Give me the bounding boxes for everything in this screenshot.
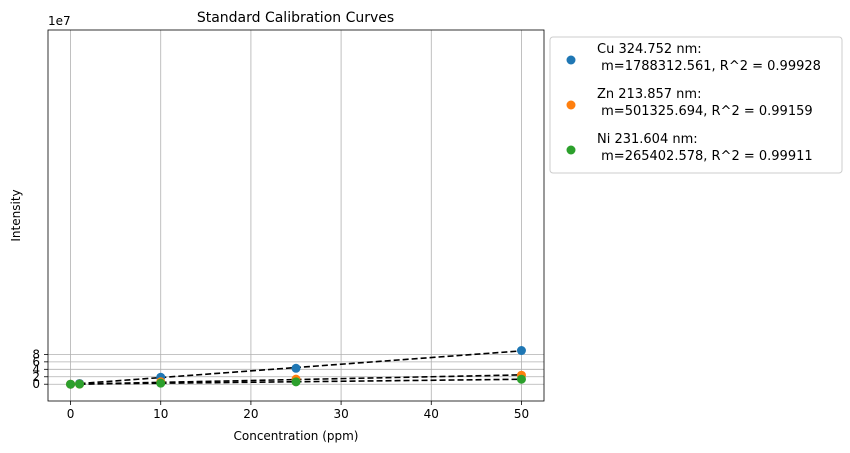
legend-marker [566, 145, 576, 155]
data-point [516, 346, 526, 356]
x-tick-label: 50 [514, 407, 529, 421]
legend: Cu 324.752 nm: m=1788312.561, R^2 = 0.99… [549, 36, 843, 174]
data-point [291, 363, 301, 373]
chart-title: Standard Calibration Curves [197, 10, 394, 26]
plot-frame [47, 29, 545, 402]
y-tick-label: 2 [32, 370, 40, 384]
y-axis-label: Intensity [9, 189, 23, 241]
data-point [156, 378, 166, 388]
x-tick-label: 40 [424, 407, 439, 421]
x-axis-ticks: 0 10 20 30 40 50 [67, 401, 529, 421]
legend-label-detail: m=1788312.561, R^2 = 0.99928 [597, 59, 821, 74]
legend-box [549, 36, 843, 174]
legend-label: Ni 231.604 nm: [597, 132, 698, 147]
y-offset-label: 1e7 [48, 14, 71, 28]
legend-marker [566, 55, 576, 65]
y-tick-label: 0 [32, 377, 40, 391]
data-point [516, 374, 526, 384]
grid-lines [48, 30, 544, 401]
legend-marker [566, 100, 576, 110]
y-tick-label: 6 [32, 355, 40, 369]
x-tick-label: 0 [67, 407, 75, 421]
x-axis-label: Concentration (ppm) [234, 429, 359, 443]
data-point [291, 377, 301, 387]
x-tick-label: 20 [243, 407, 258, 421]
legend-label-detail: m=501325.694, R^2 = 0.99159 [597, 104, 813, 119]
data-point [75, 379, 85, 389]
x-tick-label: 30 [333, 407, 348, 421]
legend-label: Zn 213.857 nm: [597, 87, 701, 102]
x-tick-label: 10 [153, 407, 168, 421]
y-tick-label: 8 [32, 347, 40, 361]
legend-label-detail: m=265402.578, R^2 = 0.99911 [597, 149, 813, 164]
data-point [66, 379, 76, 389]
legend-label: Cu 324.752 nm: [597, 42, 702, 57]
y-tick-label: 4 [32, 362, 40, 376]
data-points [66, 346, 526, 389]
